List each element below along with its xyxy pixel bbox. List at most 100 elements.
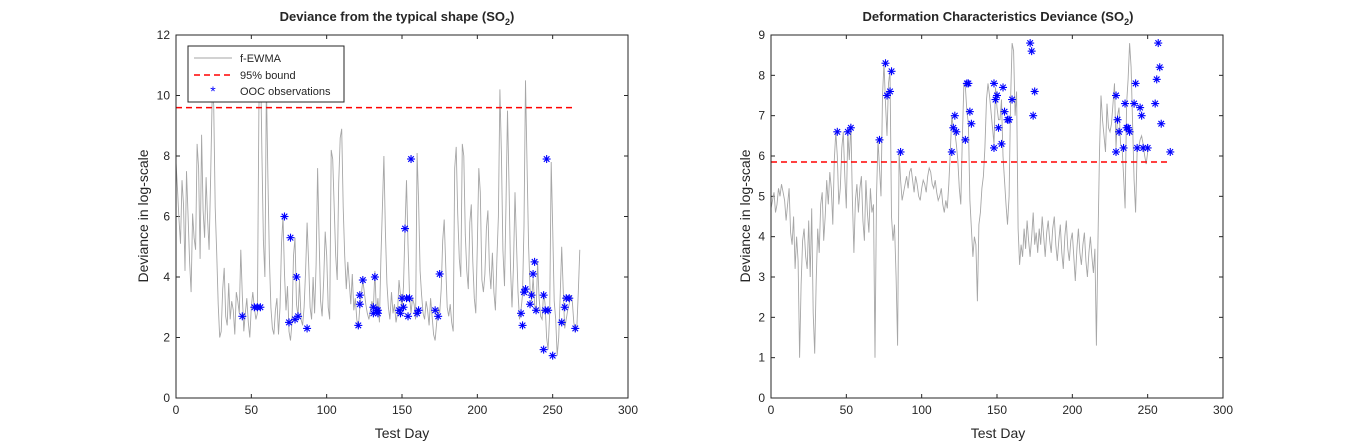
ooc-marker	[544, 306, 553, 315]
y-axis-label: Deviance in log-scale	[135, 149, 151, 282]
x-tick-label: 0	[768, 403, 775, 417]
ooc-marker	[843, 127, 852, 136]
plot-area: 0 50 100 150 200 250 300 0 1 2 3 4 5 6 7 8 9	[758, 28, 1233, 417]
ooc-marker	[399, 303, 408, 312]
ooc-marker	[1151, 99, 1160, 108]
x-tick-label: 200	[467, 403, 487, 417]
ooc-marker	[1152, 75, 1161, 84]
ooc-marker	[1137, 111, 1146, 120]
ooc-marker	[1005, 115, 1014, 124]
ooc-marker	[526, 300, 535, 309]
chart-deformation-characteristics: Deformation Characteristics Deviance (SO…	[737, 9, 1233, 441]
ooc-marker	[560, 303, 569, 312]
x-axis-label: Test Day	[971, 425, 1025, 441]
plot-area: 0 50 100 150 200 250 300 0 2 4 6 8 10 12	[157, 28, 639, 417]
ooc-marker	[539, 345, 548, 354]
ooc-marker	[949, 123, 958, 132]
ooc-marker	[961, 135, 970, 144]
y-tick-label: 3	[758, 270, 765, 284]
ooc-marker	[518, 321, 527, 330]
x-tick-label: 250	[543, 403, 563, 417]
ooc-marker	[989, 143, 998, 152]
y-tick-label: 6	[758, 149, 765, 163]
ooc-marker	[896, 147, 905, 156]
ooc-marker	[1130, 99, 1139, 108]
legend-label-ooc: OOC observations	[240, 86, 331, 98]
ooc-marker	[280, 212, 289, 221]
y-tick-label: 5	[758, 189, 765, 203]
ooc-marker	[355, 291, 364, 300]
ooc-marker	[994, 123, 1003, 132]
x-tick-label: 0	[173, 403, 180, 417]
plot-inner	[771, 39, 1175, 358]
legend-swatch-ooc: *	[210, 83, 216, 99]
ooc-marker	[404, 312, 413, 321]
ooc-marker	[964, 79, 973, 88]
y-tick-label: 1	[758, 351, 765, 365]
ooc-marker	[883, 91, 892, 100]
axes-box	[175, 34, 629, 399]
x-tick-label: 300	[618, 403, 638, 417]
ooc-marker	[548, 351, 557, 360]
y-tick-label: 6	[163, 210, 170, 224]
ooc-marker	[875, 135, 884, 144]
ooc-marker	[1121, 99, 1130, 108]
ooc-marker	[887, 67, 896, 76]
ooc-marker	[396, 309, 405, 318]
ooc-marker	[1143, 143, 1152, 152]
ooc-marker	[999, 83, 1008, 92]
ooc-marker	[355, 300, 364, 309]
x-tick-label: 200	[1062, 403, 1082, 417]
chart-title: Deviance from the typical shape (SO2)	[280, 9, 515, 27]
ooc-marker	[1112, 91, 1121, 100]
y-tick-label: 4	[758, 230, 765, 244]
ooc-marker	[1112, 147, 1121, 156]
y-tick-label: 2	[758, 310, 765, 324]
x-tick-label: 150	[392, 403, 412, 417]
ooc-marker	[1154, 39, 1163, 48]
ooc-marker	[1027, 47, 1036, 56]
ooc-marker	[354, 321, 363, 330]
x-tick-label: 50	[245, 403, 259, 417]
ooc-marker	[997, 139, 1006, 148]
legend-label-bound: 95% bound	[240, 70, 296, 82]
ooc-marker	[435, 269, 444, 278]
y-tick-label: 8	[163, 149, 170, 163]
y-tick-label: 4	[163, 270, 170, 284]
ooc-marker	[532, 306, 541, 315]
ooc-marker	[1125, 127, 1134, 136]
ooc-marker	[527, 291, 536, 300]
x-tick-label: 300	[1213, 403, 1233, 417]
axes-box	[770, 34, 1224, 399]
x-tick-label: 100	[317, 403, 337, 417]
plot-inner	[176, 50, 581, 360]
ooc-marker	[1119, 143, 1128, 152]
y-axis-label: Deviance in log-scale	[737, 149, 753, 282]
ooc-marker	[398, 294, 406, 303]
ooc-marker	[967, 119, 976, 128]
ooc-marker	[405, 294, 414, 303]
ooc-marker	[947, 147, 956, 156]
ooc-marker	[989, 79, 998, 88]
ooc-marker	[1030, 87, 1039, 96]
ooc-marker	[358, 276, 367, 285]
x-tick-label: 250	[1138, 403, 1158, 417]
x-tick-label: 50	[840, 403, 854, 417]
ooc-marker	[950, 111, 959, 120]
ooc-marker	[965, 107, 974, 116]
ooc-marker	[529, 269, 538, 278]
ooc-marker	[1157, 119, 1166, 128]
ooc-marker	[285, 318, 293, 327]
ooc-marker	[238, 312, 247, 321]
x-tick-label: 150	[987, 403, 1007, 417]
ooc-marker	[1026, 39, 1035, 48]
ooc-marker	[256, 303, 265, 312]
ooc-marker	[571, 324, 580, 333]
series-line-fewma	[771, 43, 1150, 358]
ooc-marker	[370, 273, 379, 281]
y-tick-label: 8	[758, 68, 765, 82]
y-tick-label: 12	[157, 28, 171, 42]
legend-box	[187, 45, 345, 103]
ooc-marker	[407, 155, 416, 164]
